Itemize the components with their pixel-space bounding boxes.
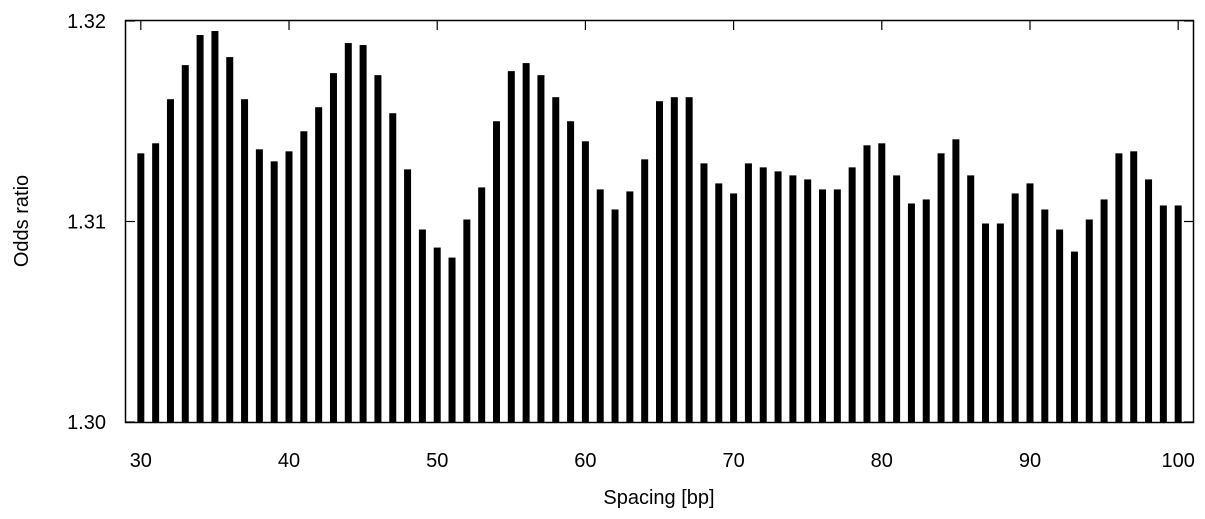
bar-57: [537, 75, 545, 422]
x-tick-label: 70: [722, 450, 744, 472]
y-axis-title: Odds ratio: [11, 175, 33, 267]
bar-79: [863, 145, 871, 422]
bar-99: [1159, 205, 1167, 422]
x-tick-label: 100: [1161, 450, 1194, 472]
tick-labels: 30 40 50 60 70 80 90 100 1.30 1.31 1.32: [67, 11, 1195, 472]
bar-44: [344, 43, 352, 423]
bar-52: [463, 219, 471, 422]
bar-89: [1011, 193, 1019, 422]
bar-94: [1085, 219, 1093, 422]
bar-81: [893, 175, 901, 422]
bar-86: [967, 175, 975, 422]
bar-87: [982, 223, 990, 422]
x-tick-label: 30: [130, 450, 152, 472]
bar-73: [774, 171, 782, 422]
bar-98: [1145, 179, 1153, 422]
bar-69: [715, 183, 723, 422]
bar-97: [1130, 151, 1138, 422]
bar-34: [196, 35, 204, 422]
bar-78: [848, 167, 856, 422]
bar-47: [389, 113, 397, 422]
bar-45: [359, 45, 367, 423]
bar-80: [878, 143, 886, 423]
bar-95: [1100, 199, 1108, 422]
bar-39: [270, 161, 278, 422]
x-tick-label: 60: [574, 450, 596, 472]
bar-72: [759, 167, 767, 422]
bar-59: [567, 121, 575, 422]
bar-82: [907, 203, 915, 422]
bar-68: [700, 163, 708, 423]
bar-49: [418, 229, 426, 422]
plot-frame: [124, 19, 1195, 424]
bar-84: [937, 153, 945, 422]
bar-61: [596, 189, 604, 422]
bar-43: [329, 73, 337, 422]
y-tick-label: 1.30: [67, 412, 106, 434]
bar-67: [685, 97, 693, 422]
bar-77: [833, 189, 841, 422]
bar-63: [626, 191, 634, 422]
x-tick-label: 80: [871, 450, 893, 472]
bar-66: [670, 97, 678, 422]
bar-33: [181, 65, 189, 423]
bar-76: [819, 189, 827, 422]
bar-71: [744, 163, 752, 423]
bar-40: [285, 151, 293, 422]
bar-32: [166, 99, 174, 422]
bar-75: [804, 179, 812, 422]
x-tick-label: 40: [278, 450, 300, 472]
bar-60: [581, 141, 589, 423]
bar-41: [300, 131, 308, 422]
bar-91: [1041, 209, 1049, 422]
bar-85: [952, 139, 960, 423]
bar-38: [255, 149, 263, 422]
bar-74: [789, 175, 797, 422]
bar-96: [1115, 153, 1123, 422]
bar-48: [404, 169, 412, 422]
bar-92: [1056, 229, 1064, 422]
bar-93: [1070, 251, 1078, 422]
bar-51: [448, 257, 456, 422]
bar-37: [241, 99, 249, 422]
bar-83: [922, 199, 930, 422]
bars: [137, 31, 1182, 423]
bar-56: [522, 63, 530, 422]
bar-30: [137, 153, 145, 422]
bar-53: [478, 187, 486, 422]
bar-62: [611, 209, 619, 422]
bar-36: [226, 57, 234, 423]
x-tick-label: 90: [1019, 450, 1041, 472]
y-tick-label: 1.31: [67, 212, 106, 234]
bar-70: [730, 193, 738, 422]
y-tick-label: 1.32: [67, 11, 106, 33]
bar-46: [374, 75, 382, 422]
bar-88: [996, 223, 1004, 422]
bar-100: [1174, 205, 1182, 422]
bar-50: [433, 247, 441, 422]
bar-65: [656, 101, 663, 422]
bar-31: [152, 143, 160, 423]
bar-42: [315, 107, 323, 423]
bar-55: [507, 71, 515, 422]
bar-58: [552, 97, 560, 422]
x-axis-title: Spacing [bp]: [603, 487, 714, 509]
bar-54: [492, 121, 500, 422]
bar-90: [1026, 183, 1034, 422]
x-tick-label: 50: [426, 450, 448, 472]
bar-35: [211, 31, 219, 423]
bar-64: [641, 159, 649, 422]
